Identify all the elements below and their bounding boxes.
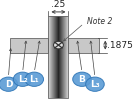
Bar [64, 16, 65, 98]
Bar [59, 16, 60, 98]
Text: B: B [79, 75, 85, 84]
Circle shape [86, 77, 104, 91]
Bar [67, 16, 68, 98]
Bar [62, 16, 63, 98]
Bar [55, 16, 56, 98]
Circle shape [25, 72, 44, 86]
Bar [51, 16, 52, 98]
Text: .25: .25 [51, 0, 66, 9]
Bar [54, 16, 55, 98]
Bar [63, 16, 64, 98]
Text: Note 2: Note 2 [87, 17, 112, 26]
Bar [50, 16, 51, 98]
Bar [61, 16, 62, 98]
Bar [56, 16, 57, 98]
Text: L₂: L₂ [18, 75, 28, 84]
Text: L₃: L₃ [90, 80, 100, 89]
Circle shape [13, 72, 32, 86]
Bar [53, 16, 54, 98]
Bar [48, 16, 68, 98]
Text: D: D [5, 80, 12, 89]
Text: L₁: L₁ [29, 75, 39, 84]
Bar [57, 16, 58, 98]
Bar [65, 16, 66, 98]
Circle shape [54, 41, 63, 49]
Bar [10, 38, 48, 52]
Bar [66, 16, 67, 98]
Bar [58, 16, 59, 98]
Bar [49, 16, 50, 98]
Bar [52, 16, 53, 98]
Circle shape [0, 77, 18, 91]
Bar [60, 16, 61, 98]
Circle shape [73, 72, 91, 86]
Text: .1875: .1875 [107, 41, 133, 50]
Bar [68, 38, 99, 52]
Bar [48, 16, 49, 98]
